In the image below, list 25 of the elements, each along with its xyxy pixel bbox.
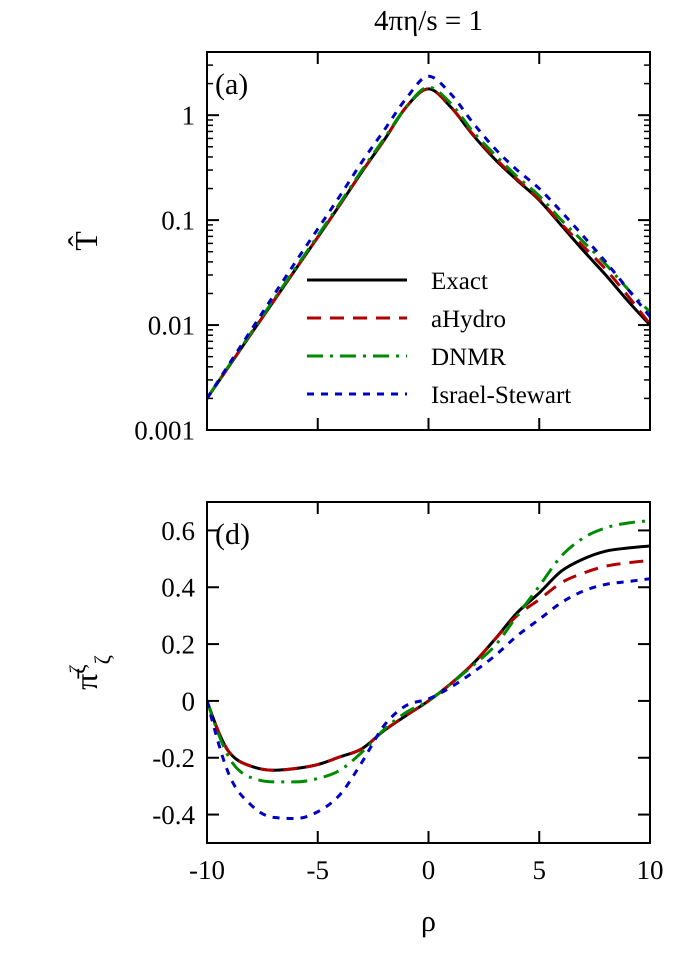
y-tick-label: 0.001 [134,415,195,446]
legend-label: Israel-Stewart [431,382,572,409]
annotation: (a) [215,68,248,101]
x-tick-label: 0 [422,855,436,885]
x-axis-title: ρ [421,905,436,938]
y-tick-label: -0.4 [152,800,196,830]
x-tick-label: 5 [532,855,546,885]
chart-title: 4πη/s = 1 [374,5,484,37]
y-tick-label: 0 [182,686,195,716]
y-tick-label: 0.1 [161,206,195,236]
x-tick-label: -5 [306,855,329,885]
legend-label: aHydro [431,306,506,333]
y-tick-label: 0.6 [161,516,195,546]
y-tick-label: 1 [182,100,195,131]
legend-label: Exact [431,268,488,295]
annotation: (d) [215,518,250,551]
y-tick-label: 0.2 [161,630,195,660]
x-tick-label: -10 [189,855,225,885]
y-axis-title: T̂ [68,230,104,251]
x-tick-label: 10 [636,855,664,885]
y-tick-label: 0.4 [161,572,196,603]
y-tick-label: -0.2 [152,743,195,774]
line-series [207,577,650,820]
y-tick-label: 0.01 [148,310,195,341]
legend-label: DNMR [431,344,506,371]
